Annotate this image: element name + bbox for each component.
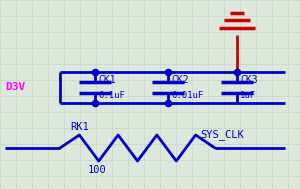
Text: SYS_CLK: SYS_CLK: [200, 129, 244, 140]
Text: CK1: CK1: [98, 75, 116, 85]
Text: 100: 100: [88, 165, 107, 175]
Text: 0.1uF: 0.1uF: [98, 91, 125, 100]
Text: D3V: D3V: [5, 82, 25, 92]
Text: 0.01uF: 0.01uF: [171, 91, 203, 100]
Text: CK3: CK3: [240, 75, 258, 85]
Text: 1uF: 1uF: [240, 91, 256, 100]
Text: CK2: CK2: [171, 75, 189, 85]
Text: RK1: RK1: [70, 122, 89, 132]
